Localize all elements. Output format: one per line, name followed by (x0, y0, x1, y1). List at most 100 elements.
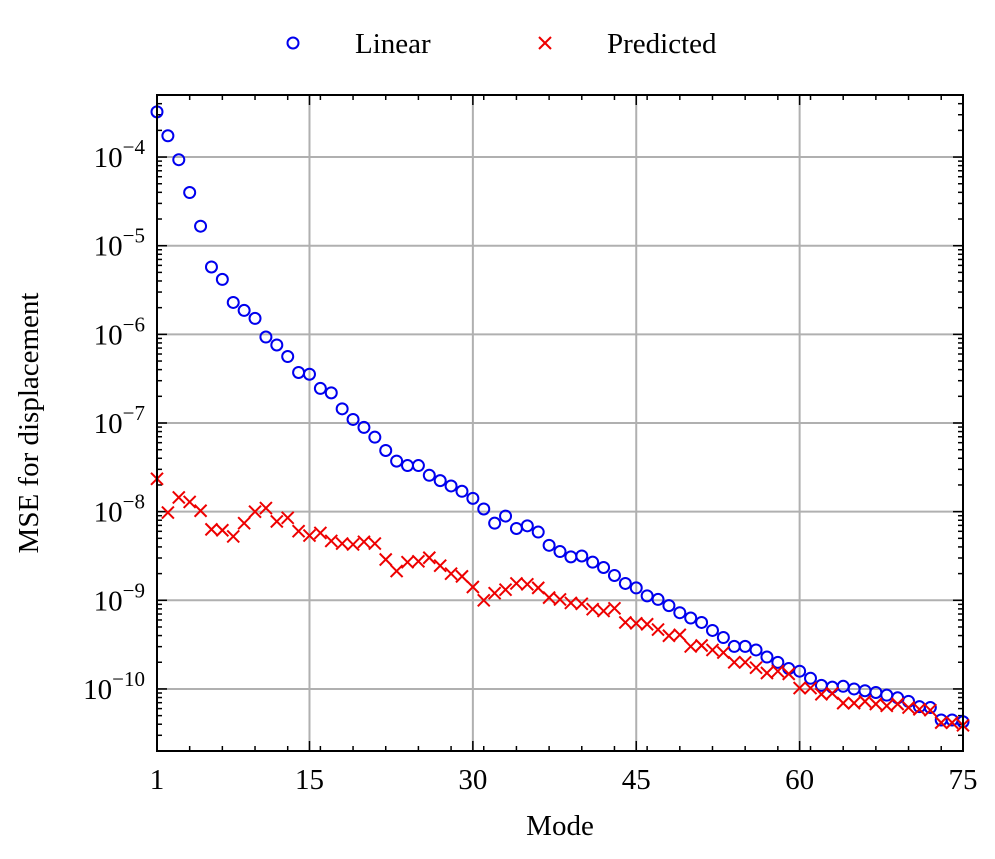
predicted-point (575, 597, 589, 611)
linear-point (542, 538, 556, 552)
predicted-point (379, 552, 393, 567)
linear-point (390, 454, 404, 468)
linear-point (259, 330, 273, 344)
predicted-point (259, 501, 273, 515)
x-tick-label: 60 (785, 764, 814, 796)
predicted-point (771, 664, 785, 678)
predicted-point (520, 577, 535, 592)
x-tick-labels: 1 15 30 45 60 75 (150, 764, 978, 796)
predicted-point (934, 715, 948, 730)
y-tick-label: 10−5 (94, 224, 145, 263)
predicted-point (182, 495, 197, 509)
linear-point (422, 468, 436, 482)
x-tick-label: 1 (150, 764, 165, 796)
legend-predicted-marker (538, 36, 552, 50)
linear-point (444, 479, 458, 493)
predicted-point (716, 645, 731, 660)
linear-point (324, 386, 338, 400)
linear-point (248, 311, 262, 325)
linear-point (172, 153, 186, 167)
linear-point (357, 420, 371, 434)
linear-point (695, 615, 709, 629)
predicted-point (368, 536, 382, 551)
linear-point (411, 459, 425, 473)
linear-point (618, 576, 632, 590)
predicted-point (226, 529, 240, 544)
predicted-point (291, 524, 306, 538)
predicted-point (324, 534, 338, 548)
linear-point (760, 650, 774, 664)
linear-point (226, 295, 240, 309)
predicted-point (248, 504, 262, 519)
linear-point (335, 402, 349, 416)
linear-point (891, 691, 905, 705)
x-tick-label: 45 (622, 764, 651, 796)
linear-point (313, 381, 327, 395)
linear-point (499, 509, 513, 523)
predicted-point (400, 555, 415, 569)
predicted-point (869, 697, 883, 711)
linear-point (183, 186, 197, 200)
predicted-point (477, 593, 491, 608)
linear-point (488, 516, 502, 530)
predicted-point (204, 522, 219, 537)
linear-point (716, 631, 730, 645)
linear-point (401, 459, 415, 473)
predicted-point (455, 569, 469, 584)
linear-point (607, 568, 621, 582)
y-tick-labels: 10−4 10−5 10−6 10−7 10−8 10−9 10−10 (83, 135, 145, 706)
predicted-point (193, 504, 208, 518)
linear-point (804, 671, 818, 685)
linear-point (564, 550, 578, 564)
linear-point (553, 545, 567, 559)
predicted-point (640, 617, 654, 631)
predicted-point (172, 490, 186, 505)
linear-point (771, 655, 785, 669)
predicted-point (890, 697, 905, 711)
predicted-point (357, 535, 371, 549)
linear-point (281, 350, 295, 364)
linear-point (727, 639, 741, 653)
linear-point (651, 592, 665, 606)
predicted-point (651, 622, 665, 637)
predicted-point (607, 601, 622, 615)
predicted-point (912, 702, 927, 717)
linear-point (477, 502, 491, 516)
linear-point (194, 219, 208, 233)
linear-point (738, 639, 752, 653)
predicted-point (792, 681, 807, 695)
x-tick-label: 30 (458, 764, 487, 796)
legend: Linear Predicted (286, 28, 717, 60)
linear-point (520, 519, 534, 533)
predicted-point (836, 696, 850, 710)
predicted-point (945, 715, 959, 730)
predicted-point (346, 537, 360, 552)
x-tick-label: 15 (295, 764, 324, 796)
predicted-point (335, 536, 349, 551)
predicted-point (847, 696, 861, 710)
predicted-point (433, 559, 447, 573)
linear-point (204, 260, 218, 274)
y-tick-label: 10−8 (94, 490, 145, 529)
linear-point (880, 688, 894, 702)
y-tick-label: 10−4 (94, 135, 146, 174)
linear-point (292, 365, 306, 379)
linear-point (346, 412, 360, 426)
legend-predicted-label: Predicted (607, 28, 717, 60)
linear-point (509, 521, 523, 535)
linear-point (237, 303, 251, 317)
linear-point (825, 680, 839, 694)
predicted-point (237, 516, 251, 530)
linear-point (673, 606, 687, 620)
predicted-point (923, 703, 938, 717)
predicted-point (738, 655, 752, 670)
linear-point (368, 430, 382, 444)
linear-point (575, 549, 589, 563)
predicted-point (585, 602, 600, 616)
legend-linear-marker (286, 36, 300, 50)
predicted-point (683, 639, 698, 654)
linear-point (858, 684, 872, 698)
predicted-point (553, 592, 567, 607)
grid-layer (157, 95, 963, 751)
predicted-point (313, 526, 328, 540)
